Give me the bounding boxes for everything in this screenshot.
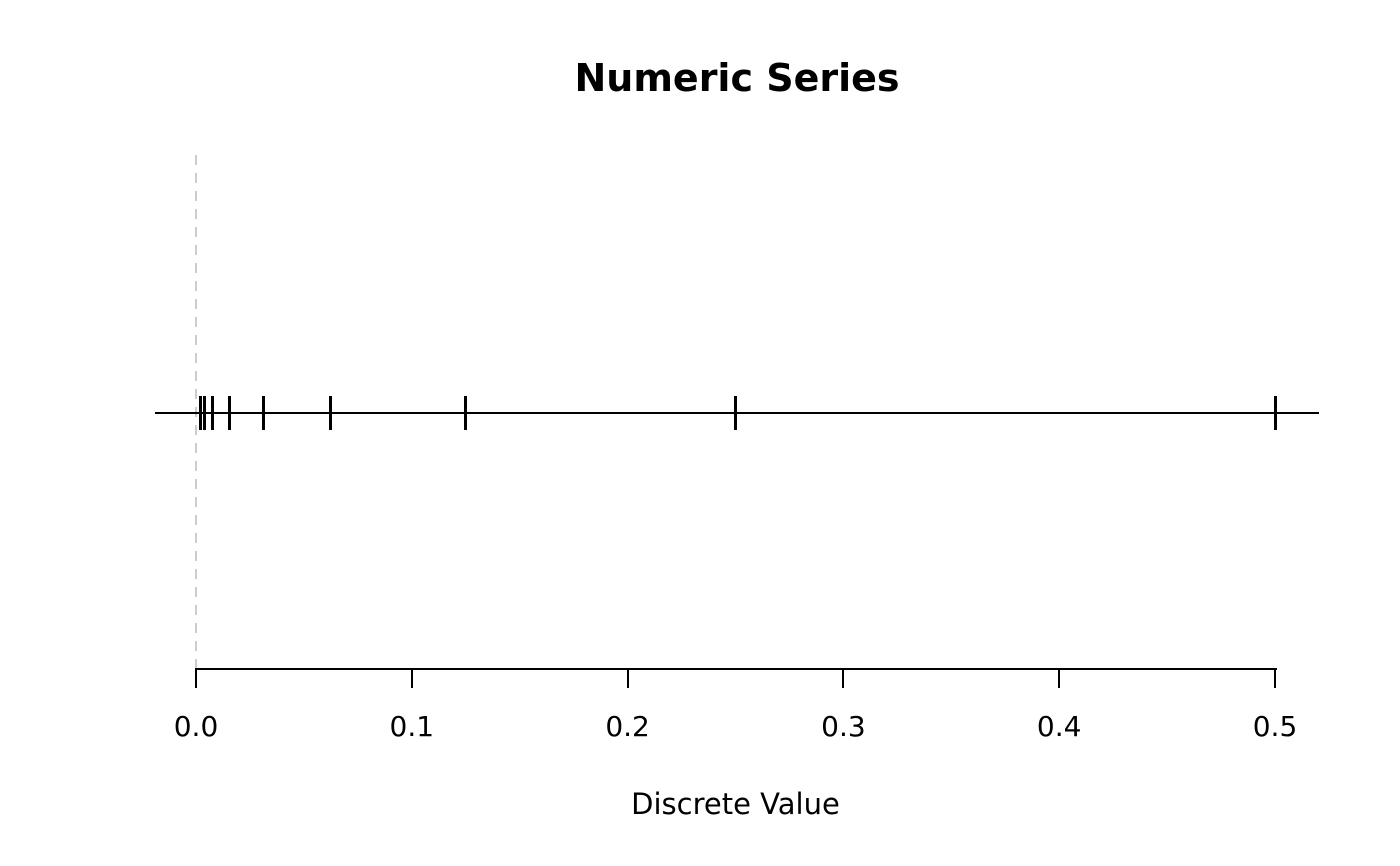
chart-title: Numeric Series	[574, 56, 900, 100]
rug-tick	[1273, 396, 1277, 430]
rug-tick	[198, 396, 202, 430]
x-axis-tick	[410, 668, 413, 688]
x-axis-line	[195, 668, 1277, 670]
zero-reference-line	[195, 155, 197, 688]
x-axis-tick	[195, 668, 197, 688]
x-axis-tick-label: 0.0	[173, 710, 219, 743]
x-axis-tick	[842, 668, 845, 688]
x-axis-tick-label: 0.3	[821, 710, 866, 743]
rug-tick	[261, 396, 265, 430]
rug-tick	[329, 396, 333, 430]
rug-tick	[228, 396, 232, 430]
rug-tick	[202, 396, 206, 430]
x-axis-label: Discrete Value	[631, 787, 840, 821]
x-axis-tick	[1058, 668, 1061, 688]
x-axis-tick-label: 0.1	[389, 710, 435, 743]
x-axis-tick-label: 0.2	[605, 710, 650, 743]
rug-tick	[464, 396, 468, 430]
rug-tick	[734, 396, 737, 430]
x-axis-tick	[626, 668, 629, 688]
x-axis-tick-label: 0.4	[1036, 710, 1082, 743]
data-baseline	[155, 412, 1319, 414]
x-axis-tick	[1274, 668, 1276, 688]
rug-tick	[211, 396, 215, 430]
x-axis-tick-label: 0.5	[1252, 710, 1298, 743]
